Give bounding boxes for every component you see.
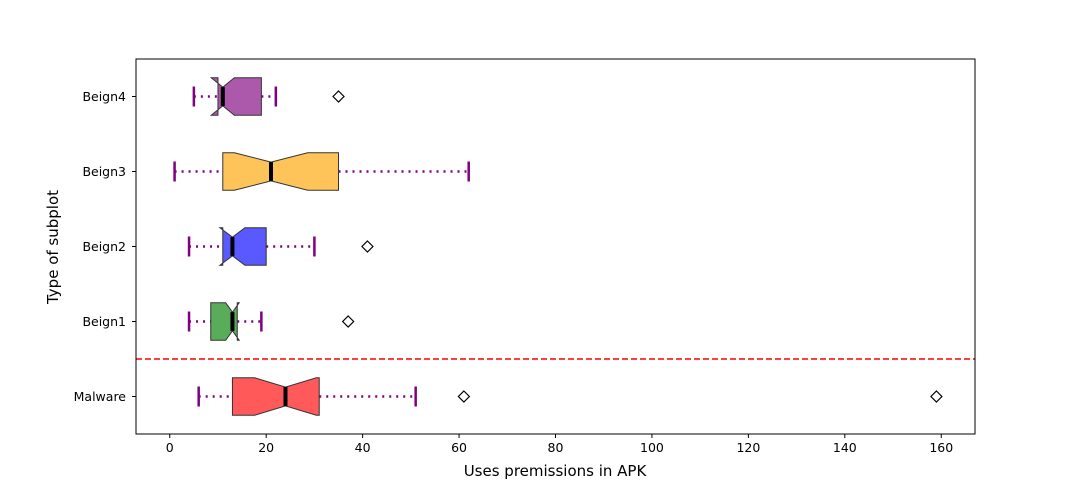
x-tick-label: 100 [640, 440, 664, 455]
box-body [231, 377, 320, 416]
y-tick-label: Beign3 [82, 164, 126, 179]
y-tick-label: Beign4 [82, 89, 126, 104]
y-axis-title: Type of subplot [44, 190, 62, 305]
box-body [218, 227, 267, 266]
x-axis: 0 20 40 60 80 100 120 140 160 [166, 434, 953, 455]
x-tick-label: 60 [451, 440, 467, 455]
x-tick-label: 120 [736, 440, 760, 455]
outlier-marker [341, 315, 355, 328]
x-tick-label: 160 [929, 440, 953, 455]
x-tick-label: 0 [166, 440, 174, 455]
x-tick-label: 80 [548, 440, 564, 455]
y-tick-label: Malware [74, 389, 127, 404]
box-group-beign2 [187, 227, 374, 266]
y-axis: Malware Beign1 Beign2 Beign3 Beign4 [74, 89, 136, 404]
x-tick-label: 20 [258, 440, 274, 455]
x-axis-title: Uses premissions in APK [464, 462, 648, 480]
y-tick-label: Beign1 [82, 314, 126, 329]
x-tick-label: 140 [833, 440, 857, 455]
plot-area [136, 77, 975, 416]
x-tick-label: 40 [355, 440, 371, 455]
box-body [210, 302, 241, 341]
box-group-beign4 [192, 77, 345, 116]
box-group-beign3 [173, 152, 470, 191]
box-body [209, 77, 262, 116]
outlier-marker [457, 390, 471, 403]
box-group-beign1 [187, 302, 355, 341]
outlier-marker [361, 240, 374, 253]
outlier-marker [930, 390, 943, 403]
box-body [222, 152, 340, 191]
outlier-marker [332, 90, 345, 103]
y-tick-label: Beign2 [82, 239, 126, 254]
box-group-malware [197, 377, 943, 416]
